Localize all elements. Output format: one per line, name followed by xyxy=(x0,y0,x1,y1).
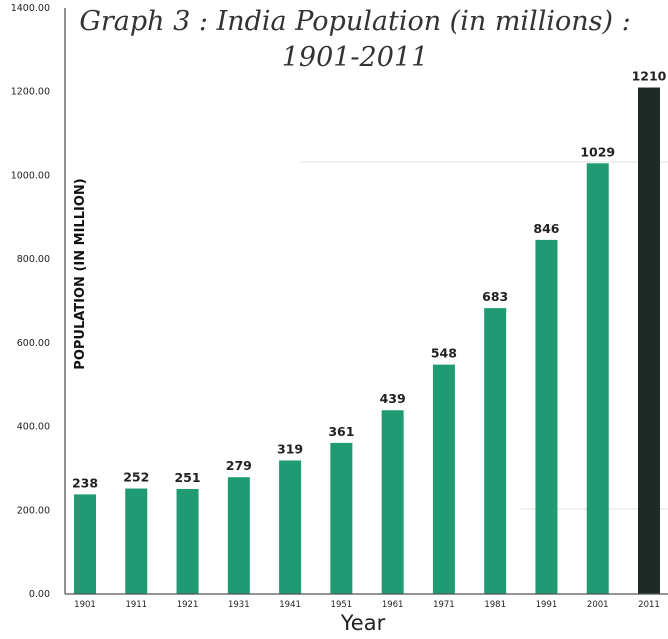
x-tick-label-1981: 1981 xyxy=(484,600,506,610)
value-label-1991: 846 xyxy=(533,221,559,236)
x-tick-label-1971: 1971 xyxy=(433,600,455,610)
value-label-1931: 279 xyxy=(226,458,252,473)
value-label-1921: 251 xyxy=(174,470,200,485)
bar-1901 xyxy=(74,494,96,594)
bar-1921 xyxy=(176,488,199,594)
x-axis-label: Year xyxy=(340,611,386,635)
bar-1971 xyxy=(432,364,455,594)
bar-1911 xyxy=(125,488,148,594)
y-axis-ticks: 0.00 200.00 400.00 600.00 800.00 1000.00 1200.… xyxy=(11,3,50,600)
value-label-1971: 548 xyxy=(431,346,457,361)
y-tick-label: 400.00 xyxy=(17,422,50,433)
y-tick-label: 800.00 xyxy=(17,254,50,265)
x-tick-label-2011: 2011 xyxy=(638,600,660,610)
bar-1961 xyxy=(381,410,404,594)
y-tick-label: 200.00 xyxy=(17,505,50,516)
y-axis-label: POPULATION (IN MILLION) xyxy=(73,178,88,369)
x-axis-ticks: 1901 1911 1921 1931 1941 1951 1961 1971 1981 1991… xyxy=(74,600,660,610)
x-tick-label-1921: 1921 xyxy=(177,600,199,610)
value-labels-group: 238 252 251 279 319 361 439 548 683 846 1029 1210 xyxy=(72,69,667,491)
value-label-1901: 238 xyxy=(72,475,98,490)
y-tick-label: 600.00 xyxy=(17,338,50,349)
bar-2001 xyxy=(586,163,609,595)
value-label-1981: 683 xyxy=(482,289,508,304)
bar-2011 xyxy=(638,87,660,595)
x-tick-label-1911: 1911 xyxy=(125,600,147,610)
x-tick-label-1901: 1901 xyxy=(74,600,96,610)
y-tick-label: 1400.00 xyxy=(11,3,50,14)
x-tick-label-2001: 2001 xyxy=(587,600,609,610)
bar-1991 xyxy=(535,239,558,595)
bar-1981 xyxy=(484,308,507,594)
value-label-2011: 1210 xyxy=(632,69,667,84)
value-label-1941: 319 xyxy=(277,441,303,456)
bar-1931 xyxy=(227,477,250,594)
value-label-1951: 361 xyxy=(328,424,354,439)
y-tick-label: 1000.00 xyxy=(11,170,50,181)
x-tick-label-1951: 1951 xyxy=(331,600,353,610)
value-label-1911: 252 xyxy=(123,470,149,485)
x-tick-label-1941: 1941 xyxy=(279,600,301,610)
chart-title-line-2: 1901-2011 xyxy=(282,42,429,73)
bars-group xyxy=(74,87,660,595)
value-label-2001: 1029 xyxy=(580,144,615,159)
bar-1951 xyxy=(330,442,353,594)
x-tick-label-1961: 1961 xyxy=(382,600,404,610)
x-tick-label-1991: 1991 xyxy=(536,600,558,610)
y-tick-label: 0.00 xyxy=(29,589,50,600)
y-tick-label: 1200.00 xyxy=(11,87,50,98)
x-tick-label-1931: 1931 xyxy=(228,600,250,610)
chart-title-line-1: Graph 3 : India Population (in millions)… xyxy=(79,6,630,37)
bar-1941 xyxy=(279,460,302,594)
value-label-1961: 439 xyxy=(380,391,406,406)
